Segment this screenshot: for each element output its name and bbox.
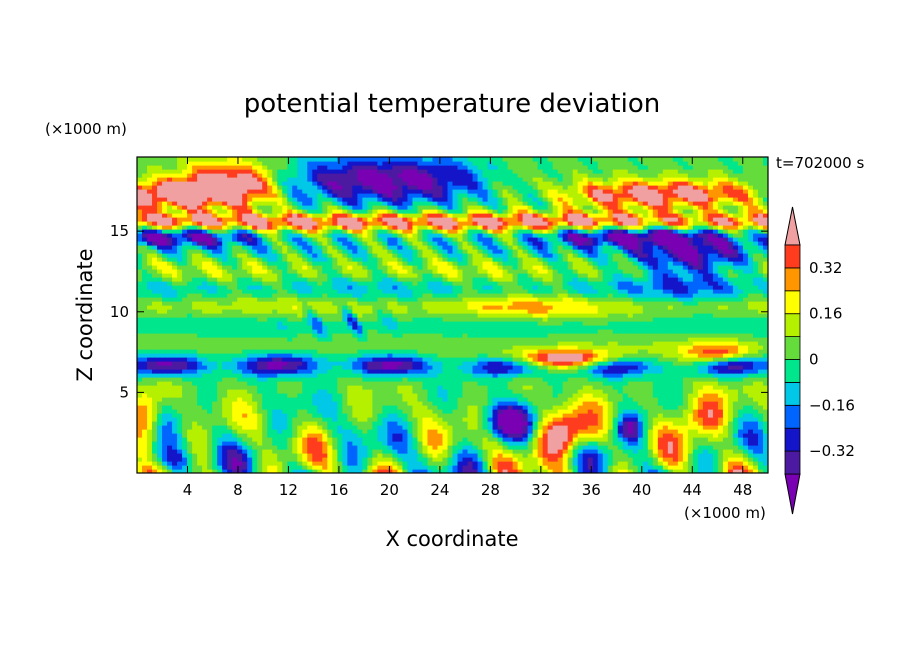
x-axis-ticks: 4 8 12 16 20 24 28 32 36 40 44 48 [183,157,752,499]
colorbar-swatch [784,336,801,360]
x-tick-label: 40 [632,481,651,499]
colorbar-tick-label: 0 [809,351,819,369]
plot-frame [136,156,769,474]
x-tick-label: 8 [233,481,243,499]
x-tick-label: 32 [531,481,550,499]
colorbar: 0.32 0.16 0 −0.16 −0.32 [784,206,855,515]
colorbar-swatch [784,359,801,383]
colorbar-swatch [784,381,801,406]
colorbar-swatch [784,313,801,338]
y-axis-ticks: 5 10 15 [110,222,768,401]
colorbar-swatch [784,404,801,429]
chart-title: potential temperature deviation [244,89,660,119]
x-tick-label: 24 [430,481,449,499]
colorbar-tick-label: −0.16 [809,396,855,414]
colorbar-tick-label: −0.32 [809,442,855,460]
x-unit-label: (×1000 m) [684,504,766,522]
y-tick-label: 10 [110,303,129,321]
colorbar-tick-label: 0.32 [809,259,842,277]
x-tick-label: 4 [183,481,193,499]
x-tick-label: 44 [683,481,702,499]
colorbar-extend-min [784,473,801,515]
colorbar-swatch [784,267,801,292]
x-tick-label: 20 [380,481,399,499]
x-tick-label: 16 [329,481,348,499]
contour-field [137,157,768,473]
x-tick-label: 36 [582,481,601,499]
colorbar-swatch [784,244,801,269]
colorbar-tick-label: 0.16 [809,305,842,323]
y-axis-label: Z coordinate [73,248,97,381]
colorbar-extend-max [784,206,801,246]
x-tick-label: 28 [481,481,500,499]
time-label: t=702000 s [776,154,864,172]
x-tick-label: 12 [279,481,298,499]
x-axis-label: X coordinate [385,527,518,551]
colorbar-swatch [784,450,801,475]
y-tick-label: 15 [110,222,129,240]
x-tick-label: 48 [733,481,752,499]
y-unit-label: (×1000 m) [45,120,127,138]
y-tick-label: 5 [119,383,129,401]
colorbar-swatch [784,427,801,452]
colorbar-swatch [784,290,801,315]
